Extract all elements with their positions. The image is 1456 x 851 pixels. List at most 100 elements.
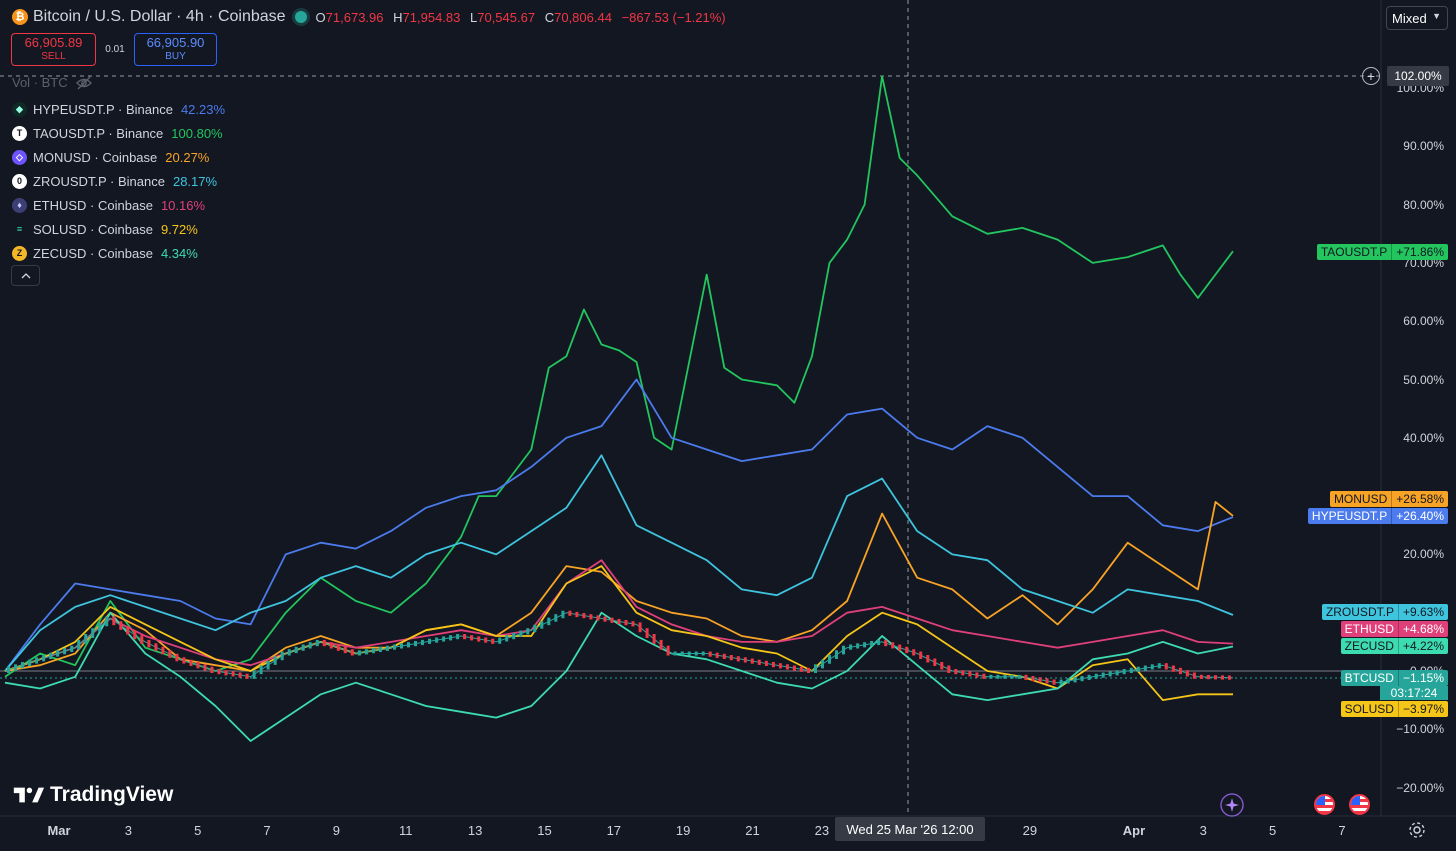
- btc-candle: [603, 616, 607, 622]
- legend-item-eth[interactable]: ♦ ETHUSD · Coinbase 10.16%: [12, 193, 225, 217]
- gear-icon[interactable]: [1408, 821, 1426, 839]
- btc-candle: [687, 651, 691, 656]
- us-flag-icon[interactable]: [1314, 794, 1335, 815]
- btc-candle: [821, 659, 824, 669]
- btc-candle: [757, 659, 761, 665]
- buy-button[interactable]: 66,905.90 BUY: [134, 33, 217, 66]
- legend-name: ETHUSD · Coinbase: [33, 197, 153, 213]
- sell-label: SELL: [41, 51, 66, 63]
- btc-candle: [1214, 675, 1217, 680]
- btc-candle: [961, 670, 965, 676]
- btc-candle: [400, 643, 403, 649]
- btc-candle: [42, 655, 46, 662]
- btc-candle: [968, 671, 972, 677]
- series-line-zecusd[interactable]: [4, 611, 1234, 742]
- btc-candle: [1129, 667, 1133, 673]
- volume-indicator[interactable]: Vol · BTC: [12, 75, 92, 90]
- symbol-title[interactable]: Bitcoin / U.S. Dollar · 4h · Coinbase: [33, 8, 286, 25]
- btc-candle: [512, 632, 516, 640]
- btc-candle: [175, 653, 179, 662]
- legend-item-tao[interactable]: T TAOUSDT.P · Binance 100.80%: [12, 121, 225, 145]
- btc-candle: [1101, 672, 1105, 678]
- btc-candle: [421, 639, 424, 646]
- btc-candle: [1150, 664, 1154, 670]
- market-status-icon[interactable]: [294, 11, 307, 23]
- legend-pct: 100.80%: [171, 125, 223, 141]
- series-tag-name: MONUSD: [1333, 492, 1388, 506]
- series-tag-zecusd[interactable]: ZECUSD +4.22%: [1340, 638, 1448, 654]
- collapse-legend-button[interactable]: [11, 265, 40, 286]
- series-line-solusd[interactable]: [4, 565, 1233, 701]
- legend-name: TAOUSDT.P · Binance: [33, 125, 164, 141]
- legend-pct: 28.17%: [172, 173, 218, 189]
- btc-candle: [407, 642, 410, 648]
- legend-item-zro[interactable]: 0 ZROUSDT.P · Binance 28.17%: [12, 169, 225, 193]
- legend-item-zec[interactable]: Z ZECUSD · Coinbase 4.34%: [12, 241, 225, 265]
- y-tick-label: 40.00%: [1403, 430, 1444, 445]
- change-value: −867.53 (−1.21%): [621, 9, 726, 25]
- btc-candle: [1073, 677, 1077, 683]
- btc-candle: [554, 614, 558, 622]
- series-tag-taousdt-p[interactable]: TAOUSDT.P +71.86%: [1316, 244, 1448, 260]
- series-tag-hypeusdt-p[interactable]: HYPEUSDT.P +26.40%: [1307, 508, 1448, 524]
- scale-mode-select[interactable]: Mixed ▼: [1386, 6, 1448, 30]
- legend-pct: 20.27%: [165, 149, 210, 165]
- series-tag-monusd[interactable]: MONUSD +26.58%: [1329, 491, 1448, 507]
- btc-candle: [1108, 671, 1112, 677]
- legend-item-mon[interactable]: ◇ MONUSD · Coinbase 20.27%: [12, 145, 225, 169]
- bitcoin-icon: ₿: [12, 9, 28, 25]
- y-tick-label: −10.00%: [1396, 722, 1444, 737]
- btc-candle: [7, 666, 10, 673]
- legend-name: HYPEUSDT.P · Binance: [33, 101, 173, 117]
- btc-candle: [112, 616, 116, 626]
- series-tag-name: BTCUSD: [1344, 671, 1394, 685]
- open-key: O: [315, 9, 326, 25]
- legend-item-hype[interactable]: ◆ HYPEUSDT.P · Binance 42.23%: [12, 97, 225, 121]
- btc-candle: [84, 634, 88, 644]
- btc-candle: [196, 662, 200, 669]
- series-tag-solusd[interactable]: SOLUSD −3.97%: [1340, 701, 1448, 717]
- legend-item-sol[interactable]: ≡ SOLUSD · Coinbase 9.72%: [12, 217, 225, 241]
- x-tick-label: 5: [1269, 823, 1277, 838]
- btc-candle: [343, 646, 347, 654]
- series-line-zrousdt-p[interactable]: [4, 454, 1234, 672]
- y-tick-label: 60.00%: [1403, 314, 1444, 329]
- solana-icon: ≡: [12, 221, 27, 237]
- series-tag-value: +26.40%: [1391, 508, 1448, 524]
- btc-candle: [807, 667, 810, 673]
- series-tag-btcusd[interactable]: BTCUSD −1.15%: [1340, 670, 1448, 686]
- btc-candle: [940, 662, 944, 670]
- series-tag-value: −1.15%: [1397, 670, 1448, 686]
- tradingview-logo[interactable]: TradingView: [12, 783, 173, 807]
- btc-candle: [540, 621, 544, 629]
- btc-candle: [842, 645, 845, 655]
- sell-button[interactable]: 66,905.89 SELL: [11, 33, 96, 66]
- legend-name: ZROUSDT.P · Binance: [33, 173, 165, 189]
- btc-candle: [315, 639, 319, 647]
- series-line-monusd[interactable]: [4, 500, 1234, 672]
- series-tag-value: +26.58%: [1391, 491, 1448, 507]
- scale-mode-value: Mixed: [1392, 10, 1427, 26]
- ai-sparkle-icon[interactable]: [1219, 792, 1245, 818]
- eye-hidden-icon[interactable]: [75, 76, 92, 90]
- btc-candle: [666, 645, 670, 656]
- series-line-hypeusdt-p[interactable]: [4, 378, 1234, 672]
- btc-candle: [1045, 678, 1049, 684]
- series-tag-zrousdt-p[interactable]: ZROUSDT.P +9.63%: [1321, 604, 1448, 620]
- btc-candle: [498, 637, 502, 644]
- btc-candle: [912, 649, 916, 656]
- series-tag-ethusd[interactable]: ETHUSD +4.68%: [1340, 621, 1448, 637]
- btc-candle: [442, 636, 446, 642]
- layerzero-icon: 0: [12, 173, 27, 189]
- add-alert-button[interactable]: +: [1362, 67, 1380, 85]
- y-tick-label: 20.00%: [1403, 547, 1444, 562]
- btc-candle: [428, 638, 431, 644]
- btc-candle: [1136, 666, 1140, 672]
- series-line-taousdt-p[interactable]: [4, 75, 1234, 678]
- series-tag-name: SOLUSD: [1344, 702, 1394, 716]
- tradingview-logo-icon: [13, 787, 45, 803]
- us-flag-icon[interactable]: [1349, 794, 1370, 815]
- btc-candle: [1178, 667, 1182, 675]
- btc-candle: [849, 644, 853, 650]
